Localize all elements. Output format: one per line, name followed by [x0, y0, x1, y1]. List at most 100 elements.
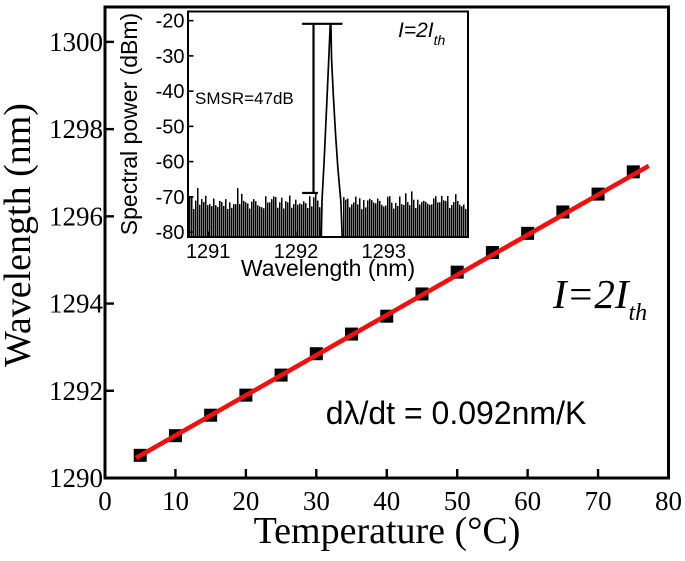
noise-bar [263, 208, 265, 237]
noise-bar [421, 201, 423, 237]
noise-bar [363, 200, 365, 237]
linear-fit-line [134, 163, 650, 460]
noise-bar [353, 202, 355, 237]
noise-bar [287, 202, 289, 237]
noise-bar [423, 200, 425, 237]
noise-bar [433, 198, 435, 237]
inset-x-tick-label: 1293 [361, 241, 406, 263]
noise-bar [411, 191, 413, 237]
noise-bar [249, 208, 251, 237]
noise-bar [371, 200, 373, 237]
noise-bar [441, 195, 443, 237]
noise-bar [455, 193, 457, 237]
noise-bar [429, 204, 431, 237]
noise-bar [219, 200, 221, 237]
noise-bar [265, 196, 267, 237]
noise-bar [417, 199, 419, 237]
noise-bar [319, 207, 321, 237]
main-x-tick-label: 20 [232, 486, 259, 516]
inset-y-tick-label: -40 [156, 81, 185, 103]
inset-y-tick-label: -60 [156, 152, 185, 174]
main-y-tick-label: 1296 [49, 201, 103, 231]
main-x-tick-label: 60 [514, 486, 541, 516]
inset-x-axis-title: Wavelength (nm) [241, 255, 415, 281]
main-x-tick-label: 0 [98, 486, 112, 516]
noise-bar [427, 203, 429, 237]
main-y-axis-title: Wavelength (nm) [0, 103, 39, 367]
noise-bar [291, 207, 293, 237]
main-x-tick-label: 70 [585, 486, 612, 516]
noise-bar [447, 196, 449, 237]
noise-bar [307, 208, 309, 237]
noise-bar [191, 196, 193, 237]
inset-current-annotation: I=2Ith [398, 19, 446, 48]
drive-current-annotation: I=2Ith [552, 271, 647, 326]
noise-bar [435, 196, 437, 237]
noise-bar [393, 208, 395, 237]
noise-bar [209, 203, 211, 237]
main-y-tick-label: 1292 [49, 376, 103, 406]
main-y-tick-label: 1298 [49, 114, 103, 144]
noise-bar [223, 205, 225, 237]
inset-y-tick-label: -20 [156, 11, 185, 33]
inset-x-tick-label: 1292 [274, 241, 319, 263]
noise-bar [227, 208, 229, 237]
noise-bar [343, 197, 345, 237]
main-x-axis-title: Temperature (°C) [254, 510, 521, 552]
noise-bar [349, 207, 351, 237]
noise-bar [379, 200, 381, 237]
noise-bar [397, 206, 399, 237]
main-x-tick-label: 40 [373, 486, 400, 516]
smsr-marker [302, 22, 343, 195]
inset-current-annotation-main: I=2I [398, 19, 434, 42]
noise-bar [347, 198, 349, 237]
noise-bar [413, 199, 415, 237]
noise-bar [229, 202, 231, 237]
inset-noise-floor [189, 187, 467, 237]
inset-y-tick-label: -50 [156, 116, 185, 138]
noise-bar [345, 199, 347, 237]
noise-bar [439, 202, 441, 237]
noise-bar [275, 197, 277, 237]
noise-bar [369, 198, 371, 237]
noise-bar [305, 203, 307, 237]
noise-bar [297, 204, 299, 237]
noise-bar [443, 200, 445, 237]
noise-bar [217, 206, 219, 237]
noise-bar [277, 207, 279, 237]
noise-bar [377, 198, 379, 237]
noise-bar [279, 202, 281, 237]
noise-bar [267, 202, 269, 237]
noise-bar [271, 199, 273, 237]
smsr-annotation: SMSR=47dB [195, 89, 294, 108]
main-x-tick-label: 80 [655, 486, 682, 516]
noise-bar [293, 204, 295, 237]
noise-bar [201, 199, 203, 237]
noise-bar [247, 203, 249, 237]
noise-bar [197, 187, 199, 237]
noise-bar [391, 202, 393, 237]
inset-axes: 1291 1292 1293 -20 -30 -40 -50 -60 -70 -80 [156, 11, 406, 263]
noise-bar [437, 202, 439, 237]
noise-bar [387, 196, 389, 237]
noise-bar [359, 198, 361, 237]
main-y-tick-label: 1300 [49, 27, 103, 57]
noise-bar [193, 208, 195, 237]
noise-bar [289, 195, 291, 237]
noise-bar [403, 204, 405, 237]
noise-bar [283, 208, 285, 237]
noise-bar [225, 199, 227, 237]
noise-bar [401, 204, 403, 237]
main-plot: 0 10 20 30 40 50 60 70 80 1290 1292 1294 1296 1298 130… [0, 5, 682, 552]
noise-bar [351, 204, 353, 237]
noise-bar [295, 199, 297, 237]
noise-bar [445, 200, 447, 237]
noise-bar [407, 202, 409, 237]
noise-bar [389, 196, 391, 237]
inset-y-axis-title: Spectral power (dBm) [116, 13, 142, 235]
noise-bar [243, 200, 245, 237]
noise-bar [245, 202, 247, 237]
noise-bar [259, 206, 261, 237]
noise-bar [311, 206, 313, 237]
